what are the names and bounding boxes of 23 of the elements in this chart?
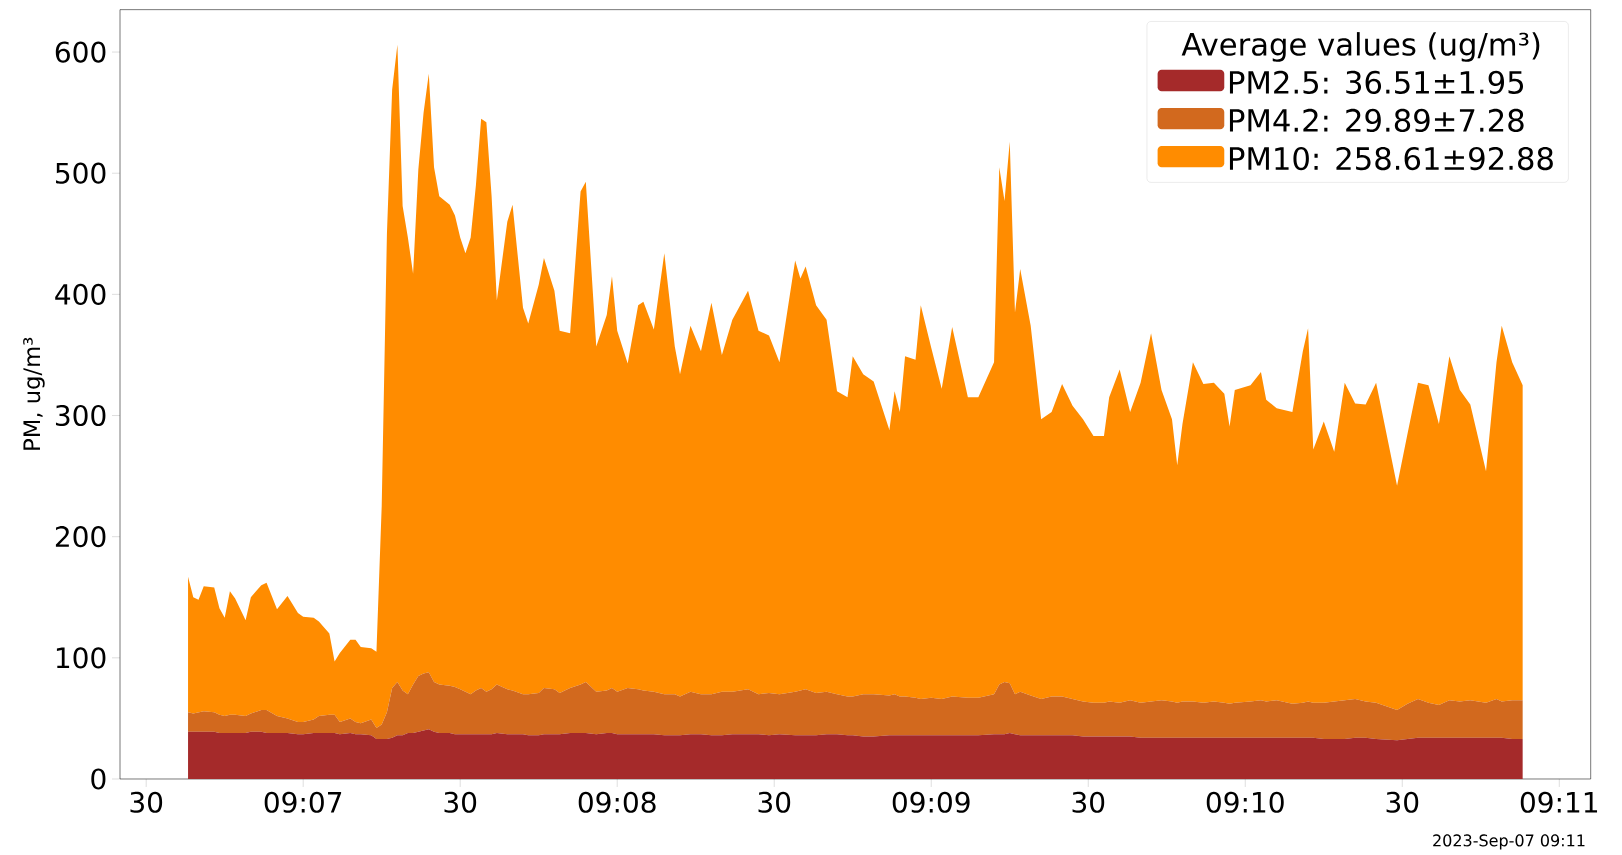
x-tick-label: 09:11: [1520, 791, 1598, 813]
x-tick-label: 30: [130, 791, 163, 813]
y-tick-label: 0: [91, 768, 106, 790]
x-tick-label: 09:10: [1206, 791, 1284, 813]
x-tick-label: 30: [1386, 791, 1419, 813]
legend-title: Average values (ug/m³): [1181, 32, 1540, 62]
y-tick-label: 300: [55, 404, 106, 427]
text: 2023-Sep-07 09:11: [1433, 834, 1585, 850]
x-tick-label: 09:07: [264, 791, 342, 813]
y-tick-label: 600: [55, 41, 106, 63]
y-tick-label: 500: [56, 162, 106, 184]
legend-label: PM2.5: 36.51±1.95: [1229, 70, 1524, 94]
y-axis-title: PM, ug/m³: [23, 337, 45, 450]
x-tick-label: 30: [1072, 791, 1105, 813]
legend-label: PM4.2: 29.89±7.28: [1229, 108, 1524, 133]
y-tick-label: 400: [55, 283, 106, 305]
y-tick-label: 200: [55, 526, 106, 548]
y-tick-label: 100: [56, 647, 106, 669]
x-tick-label: 09:09: [892, 791, 970, 813]
legend-label: PM10: 258.61±92.88: [1229, 146, 1553, 171]
x-tick-label: 30: [758, 791, 791, 813]
x-tick-label: 09:08: [578, 791, 656, 813]
x-tick-label: 30: [444, 791, 477, 813]
